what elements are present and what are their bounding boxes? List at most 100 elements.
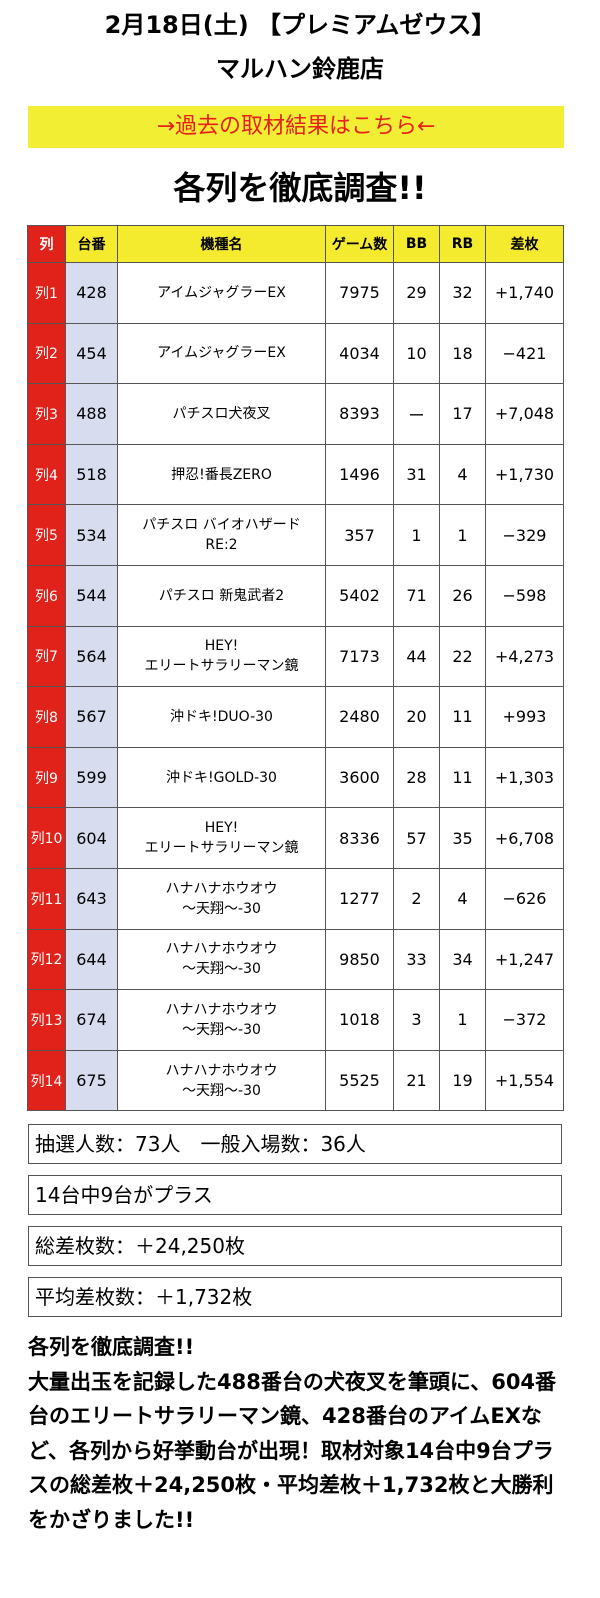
table-row: 列7 564 HEY! エリートサラリーマン鏡 7173 44 22 +4,27… (27, 625, 564, 688)
cell-diff: +1,247 (485, 928, 564, 991)
cell-bb: 33 (393, 928, 440, 991)
table-header-row: 列 台番 機種名 ゲーム数 BB RB 差枚 (27, 225, 564, 263)
cell-daiban: 534 (65, 504, 118, 566)
past-results-link[interactable]: →過去の取材結果はこちら← (28, 106, 564, 148)
cell-bb: ー (393, 383, 440, 445)
table-row: 列12 644 ハナハナホウオウ 〜天翔〜-30 9850 33 34 +1,2… (27, 928, 564, 991)
cell-machine-name: アイムジャグラーEX (117, 262, 326, 324)
cell-diff: +1,303 (485, 746, 564, 809)
cell-games: 1018 (325, 989, 394, 1051)
commentary-body: 大量出玉を記録した488番台の犬夜叉を筆頭に、604番台のエリートサラリーマン鏡… (28, 1369, 557, 1532)
cell-retsu: 列13 (27, 989, 66, 1051)
cell-games: 1496 (325, 443, 394, 506)
cell-machine-name: 沖ドキ!GOLD-30 (117, 746, 326, 809)
cell-bb: 44 (393, 625, 440, 688)
cell-machine-name: パチスロ犬夜叉 (117, 383, 326, 445)
cell-bb: 31 (393, 443, 440, 506)
cell-rb: 22 (439, 625, 486, 688)
cell-machine-name: HEY! エリートサラリーマン鏡 (117, 807, 326, 869)
cell-retsu: 列12 (27, 928, 66, 991)
cell-retsu: 列7 (27, 625, 66, 688)
cell-diff: −598 (485, 564, 564, 627)
header-retsu: 列 (27, 225, 66, 263)
cell-machine-name: ハナハナホウオウ 〜天翔〜-30 (117, 989, 326, 1051)
cell-retsu: 列4 (27, 443, 66, 506)
cell-daiban: 644 (65, 928, 118, 991)
cell-machine-name: パチスロ バイオハザード RE:2 (117, 504, 326, 566)
cell-games: 9850 (325, 928, 394, 991)
cell-machine-name: HEY! エリートサラリーマン鏡 (117, 625, 326, 688)
table-row: 列6 544 パチスロ 新鬼武者2 5402 71 26 −598 (27, 564, 564, 627)
cell-rb: 11 (439, 746, 486, 809)
table-row: 列10 604 HEY! エリートサラリーマン鏡 8336 57 35 +6,7… (27, 807, 564, 869)
cell-bb: 1 (393, 504, 440, 566)
cell-games: 4034 (325, 322, 394, 385)
cell-machine-name: アイムジャグラーEX (117, 322, 326, 385)
cell-machine-name: ハナハナホウオウ 〜天翔〜-30 (117, 1049, 326, 1112)
table-row: 列11 643 ハナハナホウオウ 〜天翔〜-30 1277 2 4 −626 (27, 867, 564, 930)
cell-games: 3600 (325, 746, 394, 809)
cell-machine-name: 押忍!番長ZERO (117, 443, 326, 506)
cell-rb: 4 (439, 867, 486, 930)
cell-retsu: 列9 (27, 746, 66, 809)
cell-bb: 2 (393, 867, 440, 930)
section-title: 各列を徹底調査!! (173, 169, 427, 207)
cell-bb: 57 (393, 807, 440, 869)
cell-retsu: 列10 (27, 807, 66, 869)
cell-games: 1277 (325, 867, 394, 930)
cell-diff: +1,554 (485, 1049, 564, 1112)
cell-bb: 29 (393, 262, 440, 324)
cell-bb: 21 (393, 1049, 440, 1112)
cell-retsu: 列14 (27, 1049, 66, 1112)
table-row: 列4 518 押忍!番長ZERO 1496 31 4 +1,730 (27, 443, 564, 506)
lottery-count-box: 抽選人数：73人 一般入場数：36人 (28, 1124, 562, 1164)
cell-daiban: 674 (65, 989, 118, 1051)
total-diff-box: 総差枚数：＋24,250枚 (28, 1226, 562, 1266)
cell-games: 2480 (325, 686, 394, 748)
cell-daiban: 604 (65, 807, 118, 869)
cell-diff: −329 (485, 504, 564, 566)
header-game-count: ゲーム数 (325, 225, 394, 263)
cell-games: 357 (325, 504, 394, 566)
cell-machine-name: パチスロ 新鬼武者2 (117, 564, 326, 627)
cell-games: 7173 (325, 625, 394, 688)
table-row: 列14 675 ハナハナホウオウ 〜天翔〜-30 5525 21 19 +1,5… (27, 1049, 564, 1112)
cell-daiban: 675 (65, 1049, 118, 1112)
cell-bb: 71 (393, 564, 440, 627)
cell-bb: 28 (393, 746, 440, 809)
cell-bb: 20 (393, 686, 440, 748)
plus-count-box: 14台中9台がプラス (28, 1175, 562, 1215)
table-row: 列3 488 パチスロ犬夜叉 8393 ー 17 +7,048 (27, 383, 564, 445)
cell-diff: +6,708 (485, 807, 564, 869)
cell-games: 8336 (325, 807, 394, 869)
cell-diff: +1,740 (485, 262, 564, 324)
cell-rb: 26 (439, 564, 486, 627)
table-row: 列13 674 ハナハナホウオウ 〜天翔〜-30 1018 3 1 −372 (27, 989, 564, 1051)
cell-machine-name: 沖ドキ!DUO-30 (117, 686, 326, 748)
commentary: 各列を徹底調査!! 大量出玉を記録した488番台の犬夜叉を筆頭に、604番台のエ… (28, 1330, 573, 1537)
cell-diff: −372 (485, 989, 564, 1051)
cell-rb: 1 (439, 504, 486, 566)
cell-diff: −421 (485, 322, 564, 385)
cell-retsu: 列6 (27, 564, 66, 627)
cell-rb: 18 (439, 322, 486, 385)
table-row: 列1 428 アイムジャグラーEX 7975 29 32 +1,740 (27, 262, 564, 324)
cell-daiban: 564 (65, 625, 118, 688)
cell-diff: +993 (485, 686, 564, 748)
cell-rb: 34 (439, 928, 486, 991)
cell-retsu: 列11 (27, 867, 66, 930)
cell-bb: 10 (393, 322, 440, 385)
cell-retsu: 列8 (27, 686, 66, 748)
cell-daiban: 428 (65, 262, 118, 324)
cell-rb: 4 (439, 443, 486, 506)
cell-games: 7975 (325, 262, 394, 324)
cell-daiban: 544 (65, 564, 118, 627)
cell-machine-name: ハナハナホウオウ 〜天翔〜-30 (117, 867, 326, 930)
cell-retsu: 列2 (27, 322, 66, 385)
commentary-heading: 各列を徹底調査!! (28, 1335, 195, 1359)
table-row: 列9 599 沖ドキ!GOLD-30 3600 28 11 +1,303 (27, 746, 564, 809)
cell-rb: 19 (439, 1049, 486, 1112)
header-rb: RB (439, 225, 486, 263)
cell-retsu: 列1 (27, 262, 66, 324)
cell-diff: −626 (485, 867, 564, 930)
